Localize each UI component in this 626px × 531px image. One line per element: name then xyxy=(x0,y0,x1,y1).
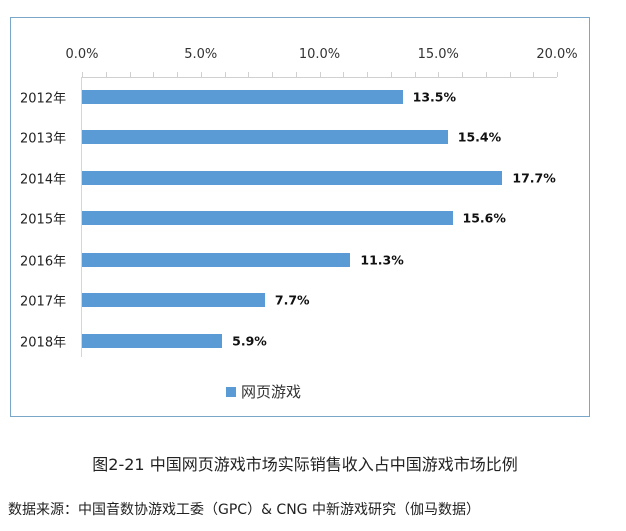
y-category-label: 2013年 xyxy=(20,131,67,147)
x-axis-tick xyxy=(557,72,558,77)
x-axis-tick xyxy=(295,72,297,77)
x-axis-tick xyxy=(177,72,178,77)
figure-caption: 图2-21 中国网页游戏市场实际销售收入占中国游戏市场比例 xyxy=(92,455,518,474)
y-category-label: 2012年 xyxy=(20,91,67,107)
y-category-label: 2016年 xyxy=(20,254,67,270)
bar-value-label: 17.7% xyxy=(512,170,556,186)
x-tick-label: 0.0% xyxy=(65,47,99,62)
bar-value-label: 11.3% xyxy=(360,252,404,268)
bar xyxy=(82,334,223,348)
bar xyxy=(82,211,453,225)
x-axis-tick xyxy=(319,72,321,77)
x-axis-tick xyxy=(438,72,440,77)
x-tick-label: 10.0% xyxy=(298,47,341,62)
bar-value-label: 7.7% xyxy=(274,292,310,308)
x-axis-tick xyxy=(462,72,463,77)
bar-value-label: 15.6% xyxy=(462,210,506,226)
y-axis-line xyxy=(81,77,82,357)
x-tick-label: 20.0% xyxy=(536,47,578,62)
x-tick-label: 5.0% xyxy=(184,47,218,62)
bar-value-label: 5.9% xyxy=(232,333,267,349)
bar xyxy=(82,171,503,185)
x-axis-tick xyxy=(272,72,273,77)
x-axis-tick xyxy=(390,72,392,77)
x-tick-label: 15.0% xyxy=(417,47,459,62)
bar-value-label: 15.4% xyxy=(457,129,502,145)
x-axis-line xyxy=(82,77,557,78)
x-axis-tick xyxy=(367,72,368,77)
y-category-label: 2018年 xyxy=(20,335,67,351)
x-axis-tick xyxy=(343,72,345,77)
y-category-label: 2017年 xyxy=(20,294,67,310)
bar-value-label: 13.5% xyxy=(412,89,456,105)
legend: 网页游戏 xyxy=(226,381,301,402)
x-axis-tick xyxy=(248,72,250,77)
x-axis-tick xyxy=(533,72,535,77)
legend-label: 网页游戏 xyxy=(241,383,302,401)
y-category-label: 2015年 xyxy=(20,212,67,228)
bar xyxy=(82,130,448,144)
x-axis-tick xyxy=(509,72,511,77)
x-axis-tick xyxy=(105,72,107,77)
bar xyxy=(82,90,403,104)
x-axis-tick xyxy=(129,72,131,77)
data-source: 数据来源：中国音数协游戏工委（GPC）& CNG 中新游戏研究（伽马数据） xyxy=(8,502,480,518)
x-axis-tick xyxy=(224,72,226,77)
x-axis-tick xyxy=(485,72,487,77)
bar xyxy=(82,293,265,307)
x-axis-tick xyxy=(414,72,416,77)
x-axis-tick xyxy=(200,72,202,77)
bar xyxy=(82,253,351,267)
legend-swatch-icon xyxy=(226,386,236,397)
x-axis-tick xyxy=(153,72,155,77)
y-category-label: 2014年 xyxy=(20,172,67,188)
x-axis-tick xyxy=(82,72,83,77)
